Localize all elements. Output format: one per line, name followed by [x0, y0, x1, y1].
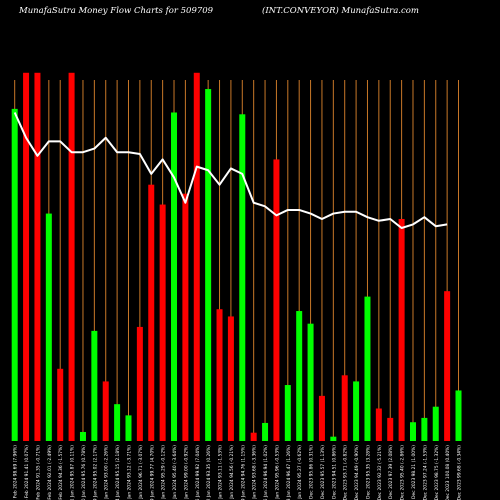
bar [148, 184, 155, 441]
bar [45, 213, 52, 441]
bar [318, 395, 325, 441]
chart-title-left: MunafaSutra Money Flow Charts for 509709 [19, 6, 214, 16]
x-tick-label: 22 Dec 2023 94.49 (-0.90%) [354, 445, 360, 500]
bar [387, 417, 394, 441]
x-tick-label: 21 Dec 2023 95.35 (3.28%) [365, 445, 371, 500]
bar [68, 72, 75, 441]
x-tick-label: 10 Jan 2024 94.56 (-0.21%) [229, 445, 235, 500]
x-tick-label: 27 Dec 2023 94.51 (0.86%) [331, 445, 337, 500]
x-tick-label: 04 Jan 2024 95.96 (-0.53%) [274, 445, 280, 500]
x-tick-label: 20 Dec 2023 92.32 (-5.21%) [377, 445, 383, 500]
grid-lines [14, 80, 460, 441]
bar [171, 112, 178, 442]
x-tick-label: 02 Feb 2024 92.01 (-2.49%) [47, 445, 53, 500]
bar [432, 406, 439, 441]
trend-line [13, 112, 448, 230]
x-tick-label: 12 Dec 2023 100.08 (0.40%) [445, 445, 451, 500]
bar [455, 390, 462, 441]
x-tick-labels: 07 Feb 2024 98.69 (7.96%) 06 Feb 2024 91.… [13, 445, 463, 500]
bar [250, 432, 257, 441]
x-tick-label: 15 Dec 2023 98.21 (1.00%) [411, 445, 417, 500]
bar [34, 72, 41, 441]
x-tick-label: 14 Dec 2023 97.24 (-1.53%) [422, 445, 428, 500]
bar [239, 114, 246, 442]
bar [444, 291, 451, 441]
bar [125, 415, 132, 441]
x-tick-label: 06 Feb 2024 91.41 (0.07%) [24, 445, 30, 500]
x-tick-label: 01 Feb 2024 94.36 (-1.57%) [58, 445, 64, 500]
x-tick-label: 19 Dec 2023 97.39 (2.08%) [388, 445, 394, 500]
bar [398, 218, 405, 441]
x-tick-label: 11 Jan 2024 93.11 (-1.53%) [218, 445, 224, 500]
x-tick-label: 03 Jan 2024 96.47 (1.26%) [286, 445, 292, 500]
x-tick-label: 22 Jan 2024 96.71 (-3.07%) [138, 445, 144, 500]
bar [273, 159, 280, 442]
bar [330, 436, 337, 441]
bar [227, 316, 234, 441]
x-tick-label: 29 Jan 2024 95.02 (2.17%) [92, 445, 98, 500]
x-tick-label: 02 Jan 2024 95.27 (-0.62%) [297, 445, 303, 500]
x-tick-label: 17 Jan 2024 95.40 (-3.64%) [172, 445, 178, 500]
x-tick-label: 13 Dec 2023 98.75 (-1.32%) [434, 445, 440, 500]
bar [193, 72, 200, 441]
bar [79, 431, 86, 441]
x-tick-label: 07 Feb 2024 98.69 (7.96%) [13, 445, 19, 500]
bar [23, 72, 30, 441]
x-tick-label: 28 Dec 2023 95.57 (1.13%) [320, 445, 326, 500]
bar [205, 89, 212, 442]
bar [57, 368, 64, 441]
x-tick-label: 05 Jan 2024 96.94 (1.02%) [263, 445, 269, 500]
bar [11, 108, 18, 441]
trend-line-path [13, 112, 448, 230]
x-tick-label: 09 Jan 2024 94.76 (1.15%) [240, 445, 246, 500]
bar [375, 408, 382, 441]
bar [284, 385, 291, 441]
bar [364, 296, 371, 441]
x-tick-label: 30 Jan 2024 95.76 (0.78%) [81, 445, 87, 500]
bars [11, 72, 462, 442]
bar [341, 375, 348, 441]
bar [353, 381, 360, 441]
chart-title: MunafaSutra Money Flow Charts for 509709… [0, 6, 500, 20]
chart-title-right: (INT.CONVEYOR) MunafaSutra.com [262, 6, 419, 16]
x-tick-label: 26 Dec 2023 93.71 (-0.82%) [343, 445, 349, 500]
bar [409, 422, 416, 441]
x-tick-label: 05 Feb 2024 91.35 (-0.71%) [35, 445, 41, 500]
bar [114, 404, 121, 441]
x-tick-label: 12 Jan 2024 93.35 (0.26%) [206, 445, 212, 500]
x-tick-label: 08 Jan 2024 93.68 (-3.36%) [252, 445, 258, 500]
bar [91, 330, 98, 441]
x-tick-label: 18 Dec 2023 95.40 (-2.86%) [400, 445, 406, 500]
x-tick-label: 15 Jan 2024 99.92 (7.04%) [195, 445, 201, 500]
bar [182, 193, 189, 441]
x-tick-label: 11 Dec 2023 99.68 (-0.34%) [457, 445, 463, 500]
x-tick-label: 29 Dec 2023 95.86 (0.31%) [309, 445, 315, 500]
x-tick-label: 16 Jan 2024 99.00 (-0.92%) [183, 445, 189, 500]
bar [307, 323, 314, 441]
x-tick-label: 24 Jan 2024 95.15 (2.18%) [115, 445, 121, 500]
bar [262, 422, 269, 441]
x-tick-label: 31 Jan 2024 95.87 (0.11%) [70, 445, 76, 500]
bar [216, 309, 223, 441]
bar [159, 204, 166, 441]
bar [296, 311, 303, 441]
bar [421, 417, 428, 441]
x-tick-label: 18 Jan 2024 95.29 (-0.12%) [161, 445, 167, 500]
bar [102, 381, 109, 441]
x-tick-label: 19 Jan 2024 99.77 (4.70%) [149, 445, 155, 500]
x-tick-label: 25 Jan 2024 93.00 (-2.26%) [104, 445, 110, 500]
x-tick-label: 23 Jan 2024 93.12 (-3.71%) [126, 445, 132, 500]
bar [136, 326, 143, 441]
